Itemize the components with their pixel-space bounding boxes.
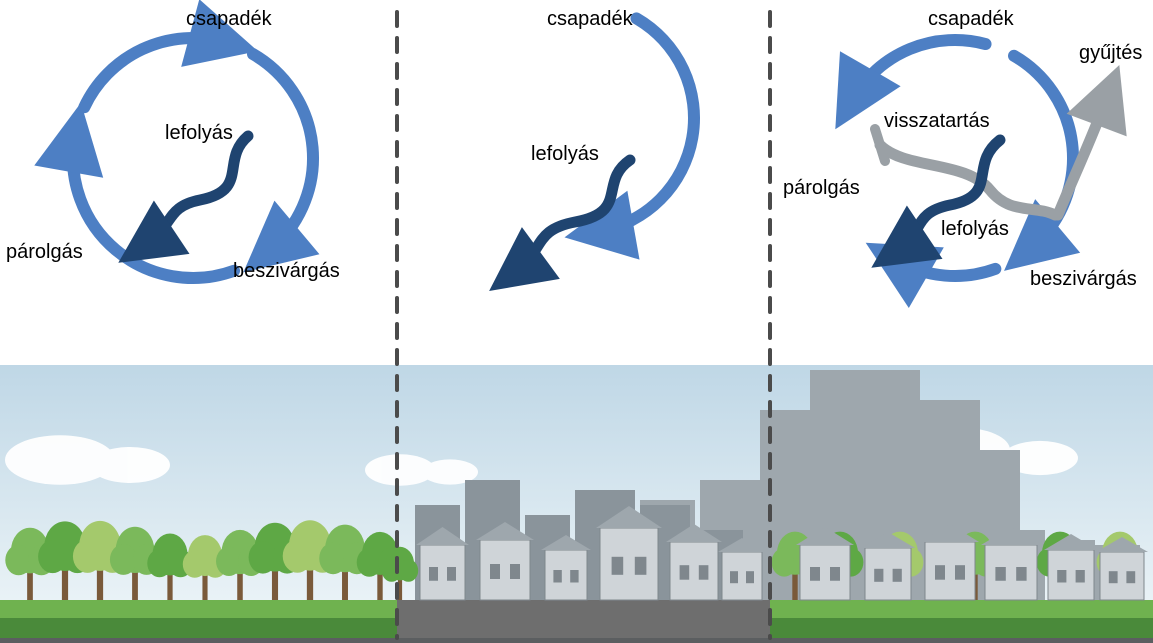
label-p2-csapadek: csapadék	[547, 8, 633, 31]
label-p1-beszivargas: beszivárgás	[233, 260, 340, 283]
label-p3-parolgas: párolgás	[783, 177, 860, 200]
label-p3-lefolyas: lefolyás	[941, 218, 1009, 241]
label-p1-parolgas: párolgás	[6, 241, 83, 264]
ground	[0, 600, 1153, 643]
label-p3-beszivargas: beszivárgás	[1030, 268, 1137, 291]
label-p2-lefolyas: lefolyás	[531, 143, 599, 166]
label-p1-lefolyas: lefolyás	[165, 122, 233, 145]
label-p3-gyujtes: gyűjtés	[1079, 42, 1142, 65]
scene-svg	[0, 0, 1153, 643]
label-p3-csapadek: csapadék	[928, 8, 1014, 31]
label-p3-visszatartas: visszatartás	[884, 110, 990, 133]
label-p1-csapadek: csapadék	[186, 8, 272, 31]
